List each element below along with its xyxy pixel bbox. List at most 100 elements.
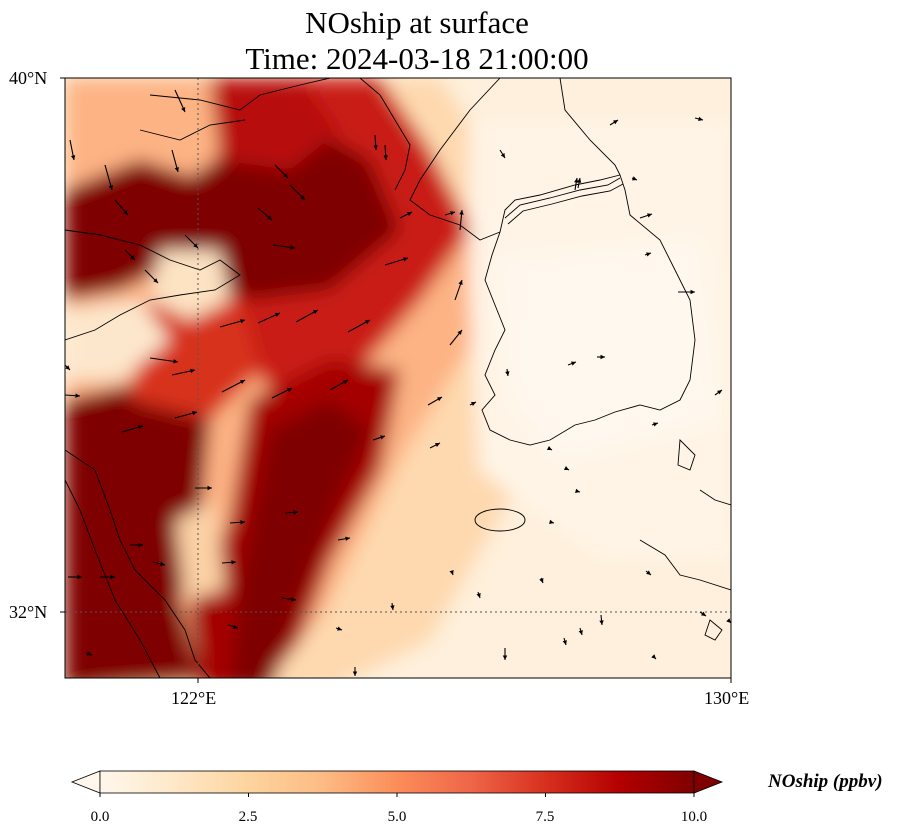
- wind-arrow-head: [546, 446, 552, 450]
- wind-arrow-head: [207, 485, 212, 491]
- lon-label-130e: 130°E: [704, 688, 750, 708]
- wind-arrow-head: [653, 422, 658, 427]
- wind-arrow-head: [411, 73, 415, 78]
- axis-ticks: [60, 77, 732, 683]
- wind-arrow-head: [437, 397, 442, 402]
- wind-arrow-head: [65, 365, 70, 370]
- wind-arrow-head: [458, 280, 463, 285]
- coastlines: [65, 78, 731, 678]
- wind-arrow-head: [476, 593, 481, 598]
- wind-arrow-head: [130, 255, 135, 260]
- map-title-line1: NOship at surface: [305, 5, 529, 40]
- wind-arrow-head: [173, 359, 178, 364]
- wind-arrow-head: [403, 257, 408, 262]
- wind-arrow-head: [300, 195, 305, 200]
- wind-arrow-head: [457, 330, 462, 335]
- wind-arrow-head: [651, 654, 656, 659]
- wind-arrow-head: [578, 630, 583, 635]
- colorbar-tick-0: 0.0: [90, 809, 110, 825]
- wind-arrow-head: [240, 520, 245, 525]
- wind-arrow-head: [342, 380, 348, 385]
- wind-arrow-head: [717, 390, 722, 395]
- wind-arrow-head: [231, 560, 236, 565]
- colorbar-extend-min: [70, 770, 101, 794]
- wind-arrow-head: [646, 252, 651, 257]
- gridlines: [65, 78, 731, 678]
- wind-arrow-head: [174, 167, 179, 172]
- lat-label-40n: 40°N: [9, 68, 48, 88]
- wind-arrow-head: [87, 651, 92, 656]
- wind-arrow-head: [502, 655, 508, 660]
- concentration-map: [60, 73, 732, 683]
- colorbar-extend-max: [693, 770, 724, 794]
- wind-arrow-head: [380, 435, 385, 440]
- wind-arrow-head: [160, 561, 165, 567]
- wind-arrow: [414, 78, 415, 79]
- wind-arrow-head: [562, 640, 567, 645]
- colorbar-tick-10: 10.0: [680, 809, 708, 825]
- wind-arrow-head: [233, 624, 238, 629]
- wind-arrow-head: [698, 116, 703, 122]
- lon-label-122e: 122°E: [171, 688, 217, 708]
- wind-arrow-head: [505, 371, 510, 376]
- colorbar-tick-7-5: 7.5: [535, 809, 555, 825]
- wind-arrow-head: [110, 574, 115, 580]
- wind-arrow-head: [153, 278, 158, 283]
- colorbar-ticks: [99, 793, 695, 797]
- wind-arrow-head: [434, 443, 440, 447]
- wind-arrow-head: [75, 393, 80, 398]
- wind-arrow-head: [190, 368, 195, 374]
- wind-arrow-head: [563, 466, 569, 470]
- concentration-field: [65, 78, 731, 678]
- wind-arrow-head: [599, 620, 604, 625]
- wind-arrow-head: [312, 310, 318, 315]
- wind-arrow-head: [77, 574, 82, 580]
- wind-arrow-head: [108, 185, 113, 190]
- wind-arrow-head: [701, 611, 706, 616]
- wind-arrow-head: [286, 388, 292, 392]
- colorbar-label: NOship (ppbv): [768, 771, 883, 792]
- wind-arrow-head: [181, 106, 186, 112]
- wind-arrow-head: [290, 245, 295, 250]
- wind-arrow-head: [406, 212, 412, 216]
- wind-arrow-head: [283, 173, 288, 178]
- wind-arrow-head: [293, 510, 298, 515]
- wind-arrow-head: [138, 542, 143, 548]
- wind-arrow-head: [500, 153, 505, 158]
- wind-arrow-head: [373, 145, 378, 150]
- wind-arrow-head: [192, 411, 197, 416]
- map-title-line2: Time: 2024-03-18 21:00:00: [245, 41, 589, 76]
- wind-arrow-head: [632, 176, 637, 181]
- lat-label-32n: 32°N: [9, 602, 48, 622]
- wind-arrow-head: [383, 155, 388, 160]
- wind-arrow-head: [539, 578, 544, 583]
- colorbar-tick-5: 5.0: [387, 809, 407, 825]
- wind-vectors: [65, 73, 731, 676]
- wind-arrow-head: [647, 213, 652, 218]
- wind-arrow-head: [240, 319, 245, 324]
- wind-arrow-head: [613, 120, 618, 125]
- wind-arrow-head: [267, 215, 272, 220]
- wind-arrow-head: [364, 320, 370, 325]
- wind-arrow-head: [345, 536, 350, 541]
- wind-arrow-head: [352, 671, 358, 676]
- colorbar-body: [99, 770, 695, 794]
- colorbar-tick-2-5: 2.5: [238, 809, 258, 825]
- map-frame: [64, 77, 732, 679]
- wind-arrow-head: [600, 354, 605, 360]
- wind-arrow-head: [138, 425, 143, 430]
- wind-arrow-head: [549, 519, 554, 525]
- wind-arrow-head: [390, 605, 395, 610]
- wind-arrow-head: [575, 488, 580, 494]
- wind-arrow-head: [450, 211, 455, 216]
- wind-arrow-head: [646, 570, 651, 575]
- wind-arrow-head: [239, 380, 245, 385]
- wind-arrow-head: [123, 210, 128, 215]
- wind-arrow-head: [690, 289, 695, 295]
- wind-arrow-head: [337, 626, 342, 631]
- wind-arrow-head: [470, 402, 476, 406]
- wind-arrow-head: [449, 570, 454, 575]
- wind-arrow-head: [70, 155, 76, 160]
- wind-arrow-head: [291, 597, 296, 602]
- wind-arrow-head: [459, 210, 464, 215]
